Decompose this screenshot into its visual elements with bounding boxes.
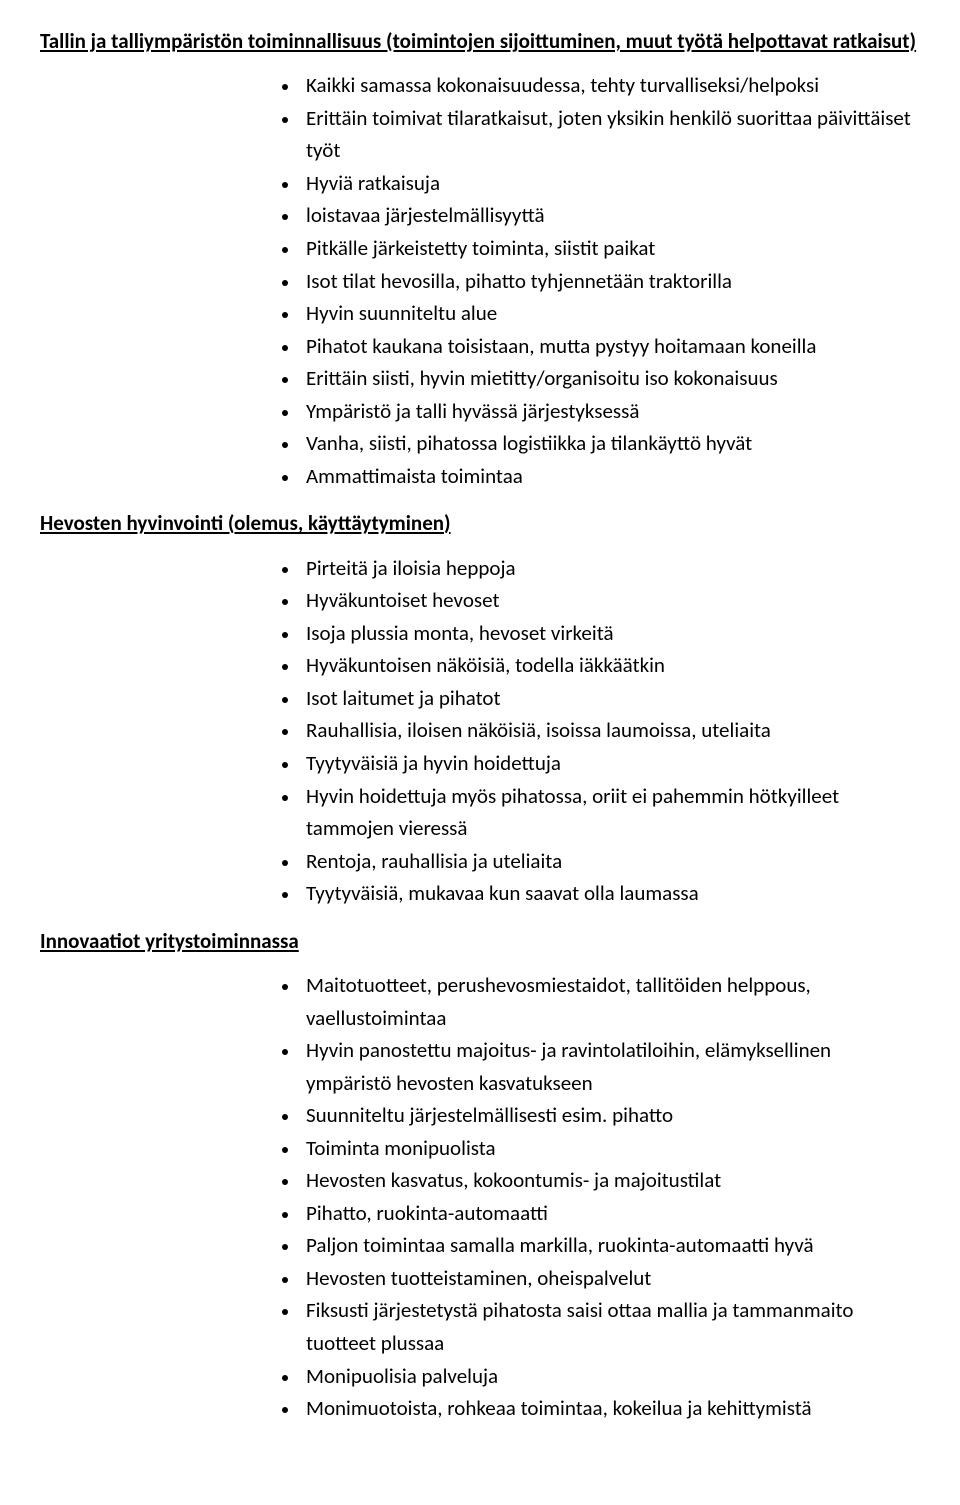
list-item: Pirteitä ja iloisia heppoja [300, 552, 920, 585]
list-item: Isoja plussia monta, hevoset virkeitä [300, 617, 920, 650]
list-item: Hyvin panostettu majoitus- ja ravintolat… [300, 1034, 920, 1099]
list-item: Kaikki samassa kokonaisuudessa, tehty tu… [300, 69, 920, 102]
list-item: Suunniteltu järjestelmällisesti esim. pi… [300, 1099, 920, 1132]
list-item: Pitkälle järkeistetty toiminta, siistit … [300, 232, 920, 265]
list-item: Vanha, siisti, pihatossa logistiikka ja … [300, 427, 920, 460]
list-item: Ammattimaista toimintaa [300, 460, 920, 493]
list-item: Hyvin suunniteltu alue [300, 297, 920, 330]
list-item: Toiminta monipuolista [300, 1132, 920, 1165]
list-item: Pihatot kaukana toisistaan, mutta pystyy… [300, 330, 920, 363]
list-item: Hevosten kasvatus, kokoontumis- ja majoi… [300, 1164, 920, 1197]
list-item: Hyväkuntoisen näköisiä, todella iäkkäätk… [300, 649, 920, 682]
list-item: Hyväkuntoiset hevoset [300, 584, 920, 617]
list-item: Hyvin hoidettuja myös pihatossa, oriit e… [300, 780, 920, 845]
bullet-list-1: Kaikki samassa kokonaisuudessa, tehty tu… [40, 69, 920, 492]
list-item: Erittäin siisti, hyvin mietitty/organiso… [300, 362, 920, 395]
list-item: Paljon toimintaa samalla markilla, ruoki… [300, 1229, 920, 1262]
section-heading-3: Innovaatiot yritystoiminnassa [40, 928, 920, 955]
list-item: Rentoja, rauhallisia ja uteliaita [300, 845, 920, 878]
list-item: Fiksusti järjestetystä pihatosta saisi o… [300, 1294, 920, 1359]
list-item: Tyytyväisiä ja hyvin hoidettuja [300, 747, 920, 780]
list-item: Isot laitumet ja pihatot [300, 682, 920, 715]
bullet-list-2: Pirteitä ja iloisia heppoja Hyväkuntoise… [40, 552, 920, 910]
list-item: Erittäin toimivat tilaratkaisut, joten y… [300, 102, 920, 167]
list-item: Hyviä ratkaisuja [300, 167, 920, 200]
list-item: Tyytyväisiä, mukavaa kun saavat olla lau… [300, 877, 920, 910]
list-item: Monimuotoista, rohkeaa toimintaa, kokeil… [300, 1392, 920, 1425]
section-heading-2: Hevosten hyvinvointi (olemus, käyttäytym… [40, 510, 920, 537]
list-item: Pihatto, ruokinta-automaatti [300, 1197, 920, 1230]
list-item: Monipuolisia palveluja [300, 1360, 920, 1393]
bullet-list-3: Maitotuotteet, perushevosmiestaidot, tal… [40, 969, 920, 1425]
list-item: Maitotuotteet, perushevosmiestaidot, tal… [300, 969, 920, 1034]
list-item: Rauhallisia, iloisen näköisiä, isoissa l… [300, 714, 920, 747]
list-item: loistavaa järjestelmällisyyttä [300, 199, 920, 232]
list-item: Isot tilat hevosilla, pihatto tyhjennetä… [300, 265, 920, 298]
list-item: Ympäristö ja talli hyvässä järjestyksess… [300, 395, 920, 428]
section-heading-1: Tallin ja talliympäristön toiminnallisuu… [40, 28, 920, 55]
document-page: Tallin ja talliympäristön toiminnallisuu… [0, 0, 960, 1483]
list-item: Hevosten tuotteistaminen, oheispalvelut [300, 1262, 920, 1295]
